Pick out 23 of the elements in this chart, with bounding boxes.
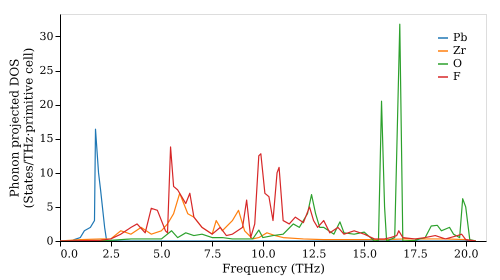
legend-label: Pb <box>453 31 468 44</box>
x-tick-label: 5.0 <box>153 248 171 260</box>
legend-label: F <box>453 70 461 83</box>
y-tick-label: 25 <box>40 64 54 78</box>
x-tick-label: 15.0 <box>352 248 378 260</box>
y-tick-label: 5 <box>46 200 54 214</box>
y-tick-label: 30 <box>40 30 54 43</box>
y-axis-title: Phonon projected DOS (States/THz·primitive cell) <box>8 48 36 208</box>
x-tick-label: 20.0 <box>454 248 478 260</box>
x-tick-label: 10.0 <box>251 248 276 260</box>
x-tick-label: 12.5 <box>302 248 326 260</box>
x-axis-title: Frequency (THz) <box>222 262 325 276</box>
legend-label: O <box>453 57 462 70</box>
x-tick-label: 0.0 <box>60 248 78 260</box>
x-tick-label: 2.5 <box>102 248 120 260</box>
legend-label: Zr <box>453 44 467 57</box>
y-tick-label: 15 <box>40 132 54 146</box>
x-tick-label: 17.5 <box>403 248 428 260</box>
x-tick-label: 7.5 <box>204 248 222 260</box>
y-tick-label: 10 <box>40 166 54 180</box>
y-tick-label: 20 <box>40 98 54 112</box>
line-series <box>60 146 476 241</box>
y-tick-label: 0 <box>46 234 54 248</box>
